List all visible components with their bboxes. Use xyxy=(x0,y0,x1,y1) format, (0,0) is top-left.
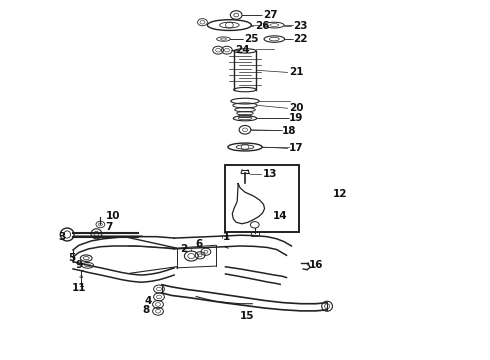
Text: 11: 11 xyxy=(72,283,86,293)
Text: 15: 15 xyxy=(240,311,255,320)
Text: 4: 4 xyxy=(145,296,152,306)
Bar xyxy=(251,232,259,235)
Text: 25: 25 xyxy=(244,35,259,44)
Bar xyxy=(225,165,299,231)
Text: 13: 13 xyxy=(263,169,277,179)
Text: 14: 14 xyxy=(272,211,287,221)
Text: 12: 12 xyxy=(333,189,347,199)
Text: 27: 27 xyxy=(264,10,278,20)
Text: 17: 17 xyxy=(289,143,304,153)
Text: 1: 1 xyxy=(223,232,230,242)
Text: 22: 22 xyxy=(293,35,307,44)
Text: 5: 5 xyxy=(68,253,75,263)
Text: 2: 2 xyxy=(180,244,188,254)
Text: 10: 10 xyxy=(106,211,120,221)
Text: 16: 16 xyxy=(309,260,323,270)
Bar xyxy=(225,165,299,231)
Text: 19: 19 xyxy=(289,113,303,123)
Text: 9: 9 xyxy=(75,260,83,270)
Text: 18: 18 xyxy=(282,126,296,135)
Text: 21: 21 xyxy=(289,67,303,77)
Text: 20: 20 xyxy=(289,103,303,113)
Text: 26: 26 xyxy=(255,21,270,31)
Text: 8: 8 xyxy=(143,305,149,315)
Text: 23: 23 xyxy=(293,21,307,31)
Text: 6: 6 xyxy=(195,239,202,249)
Text: 7: 7 xyxy=(106,222,113,232)
Text: 3: 3 xyxy=(58,232,66,242)
Text: 24: 24 xyxy=(235,45,250,55)
